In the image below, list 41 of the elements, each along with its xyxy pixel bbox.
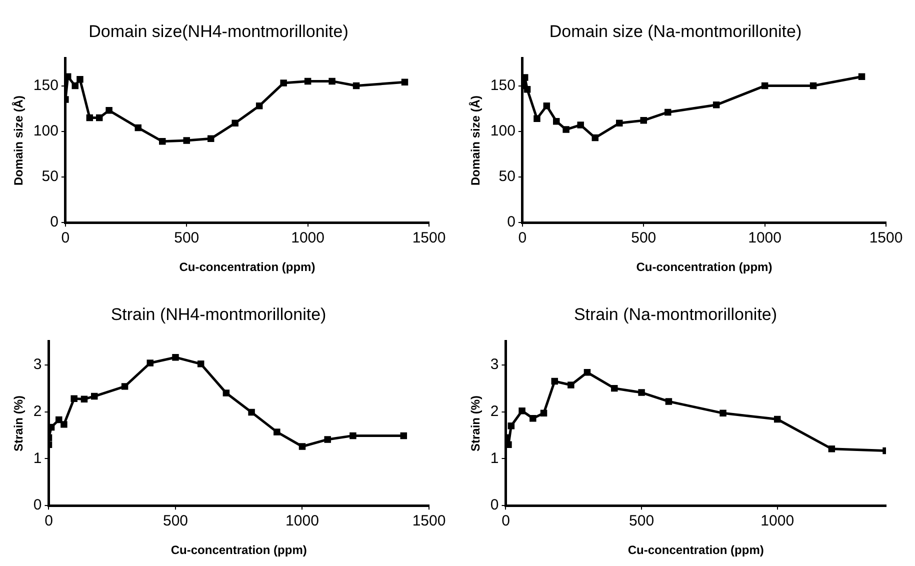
x-tick-label: 1500 <box>412 230 446 247</box>
x-tick-label: 0 <box>518 230 527 247</box>
y-tick-label: 0 <box>507 214 516 231</box>
y-tick-label: 1 <box>490 450 499 467</box>
x-axis-title: Cu-concentration (ppm) <box>628 543 764 558</box>
x-tick-label: 1000 <box>760 512 794 530</box>
y-tick-label: 50 <box>42 168 58 186</box>
x-axis-title: Cu-concentration (ppm) <box>170 543 307 558</box>
x-tick-label: 1000 <box>748 230 782 247</box>
x-tick-label: 500 <box>174 230 200 247</box>
y-tick-label: 150 <box>490 76 516 94</box>
y-tick-label: 2 <box>33 402 42 420</box>
y-tick-label: 0 <box>50 214 58 231</box>
y-tick-label: 0 <box>490 496 499 514</box>
y-tick-label: 0 <box>33 496 42 514</box>
x-tick-label: 500 <box>162 512 188 530</box>
chart-title: Strain (Na-montmorillonite) <box>574 304 778 324</box>
x-tick-label: 1500 <box>412 512 446 530</box>
x-tick-label: 500 <box>629 512 654 530</box>
y-axis-title: Strain (%) <box>12 395 26 452</box>
x-axis-title: Cu-concentration (ppm) <box>179 260 316 274</box>
y-tick-label: 3 <box>490 356 499 373</box>
y-tick-label: 3 <box>33 356 42 373</box>
x-tick-label: 500 <box>631 230 656 247</box>
y-axis-title: Strain (%) <box>468 395 483 452</box>
x-tick-label: 1000 <box>286 512 319 530</box>
y-axis-title: Domain size (Å) <box>468 95 483 186</box>
x-tick-label: 1500 <box>869 230 903 247</box>
y-axis-title: Domain size (Å) <box>12 95 26 186</box>
y-tick-label: 100 <box>33 122 58 140</box>
y-tick-label: 50 <box>498 168 516 186</box>
y-tick-label: 100 <box>490 122 516 140</box>
chart-title: Strain (NH4-montmorillonite) <box>110 304 326 324</box>
x-tick-label: 0 <box>61 230 70 247</box>
y-tick-label: 2 <box>490 402 499 420</box>
y-tick-label: 1 <box>33 450 42 467</box>
chart-title: Domain size (Na-montmorillonite) <box>549 22 802 41</box>
chart-title: Domain size(NH4-montmorillonite) <box>88 22 348 41</box>
x-axis-title: Cu-concentration (ppm) <box>636 260 772 274</box>
x-tick-label: 1000 <box>291 230 324 247</box>
y-tick-label: 150 <box>33 76 58 94</box>
